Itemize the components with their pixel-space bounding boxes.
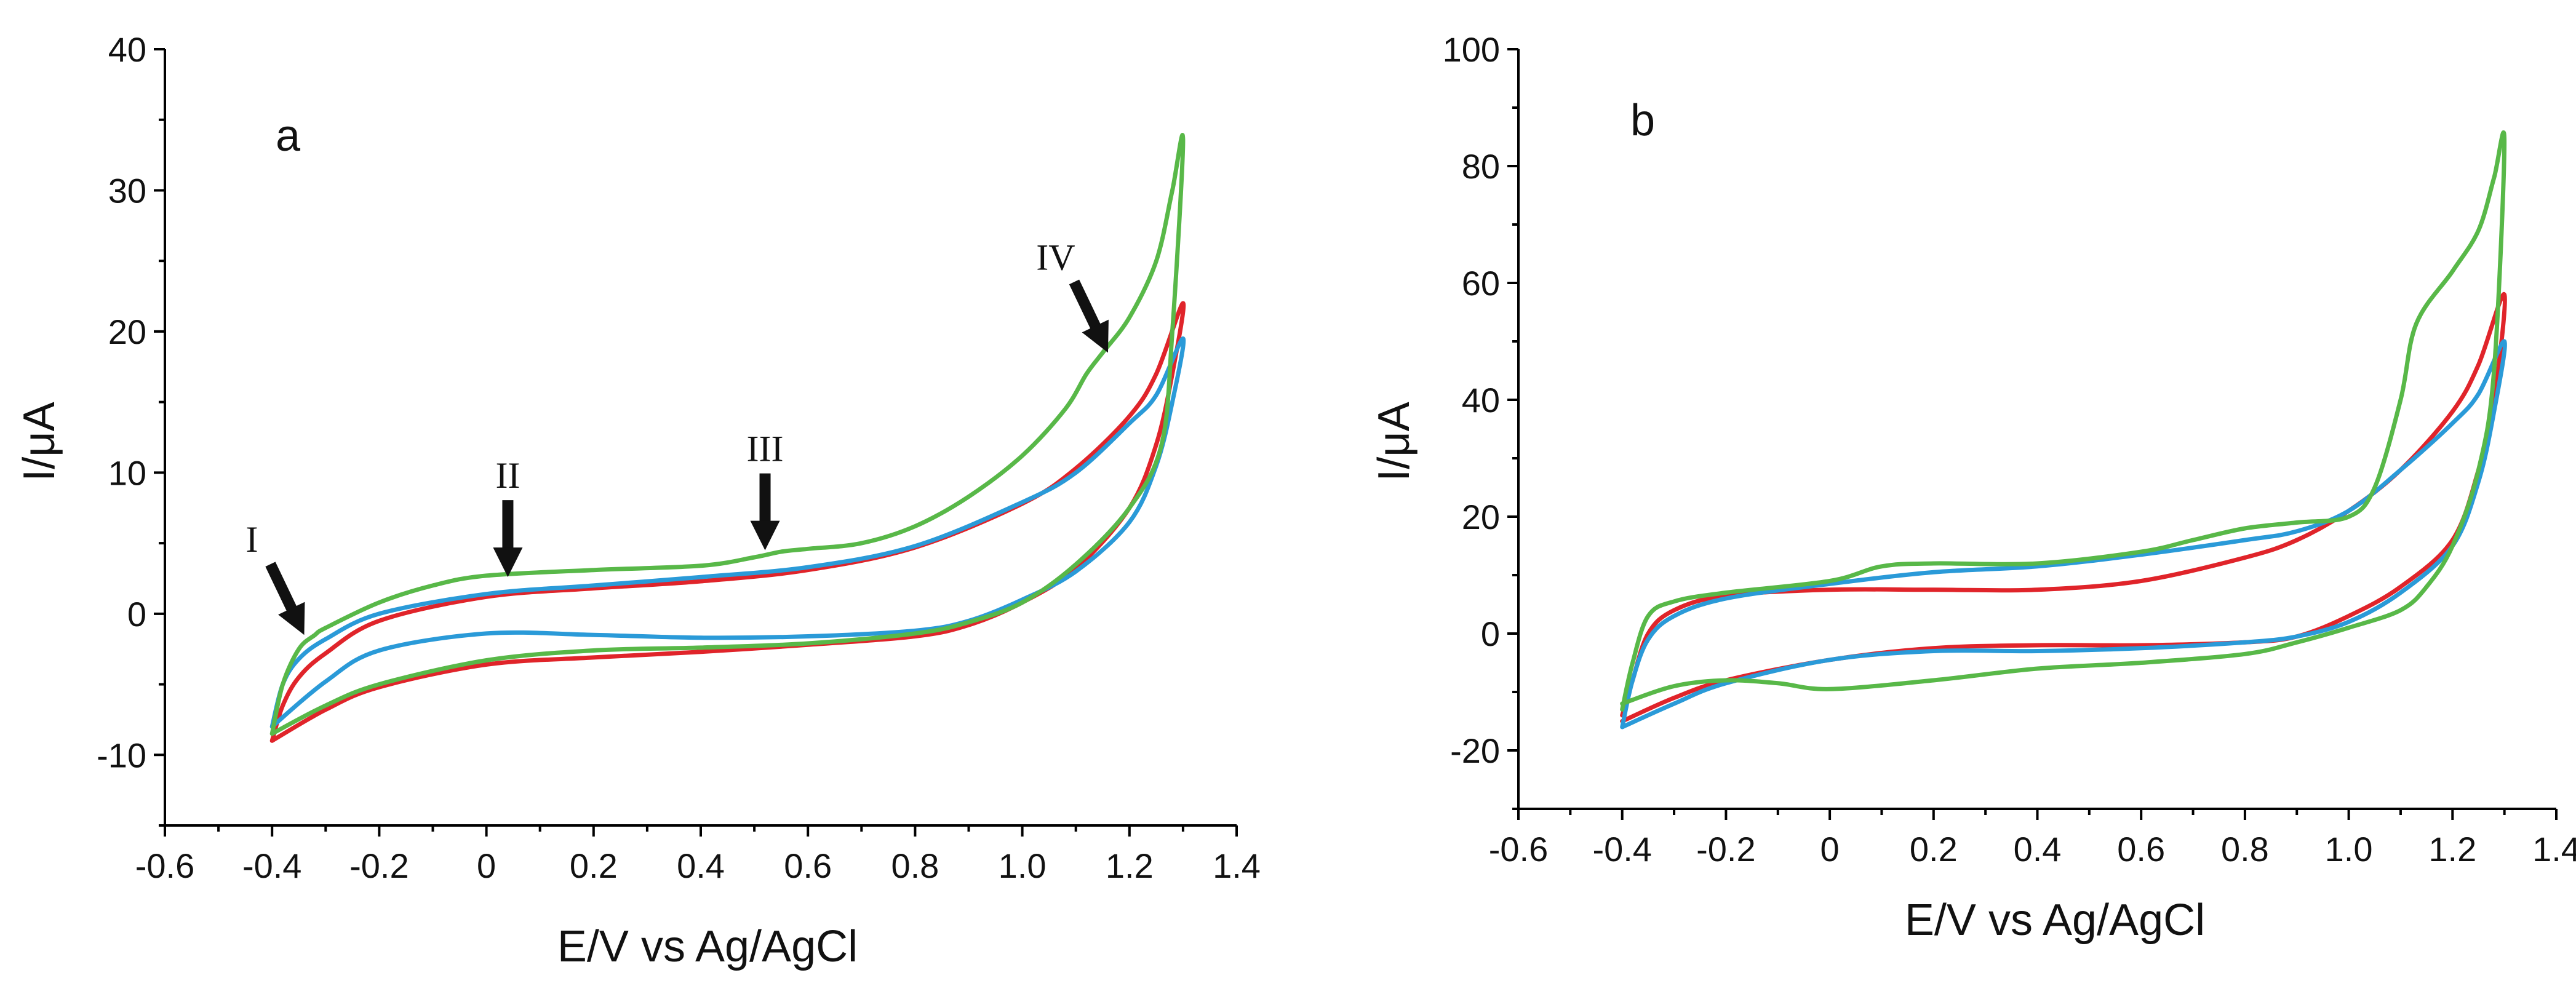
x-tick-label: -0.4	[242, 846, 302, 885]
annotation-arrow-shaft	[265, 562, 298, 613]
annotation-arrow-head	[278, 602, 305, 635]
series-blue-line	[1620, 339, 2507, 730]
chart-panel-a: a I/μA E/V vs Ag/AgCl -10 0 10 20 30 40 -0.6 -0…	[15, 30, 1261, 971]
x-tick-label: -0.6	[1489, 830, 1549, 869]
panel-label: a	[276, 111, 301, 161]
x-tick-label: 1.0	[999, 846, 1047, 885]
x-tick-label: 0.4	[677, 846, 725, 885]
y-tick-label: 40	[108, 30, 146, 69]
y-tick-label: -10	[97, 736, 146, 774]
annotation-arrow-head	[493, 547, 523, 578]
y-axis-label: I/μA	[1370, 402, 1419, 482]
x-tick-label: 1.2	[2428, 830, 2476, 869]
x-tick-label: 0	[477, 846, 496, 885]
annotation-label: III	[747, 429, 784, 469]
annotation-arrow-head	[750, 520, 780, 551]
x-tick-label: 1.2	[1106, 846, 1154, 885]
y-tick-label: 40	[1462, 381, 1500, 419]
series-red-line	[269, 301, 1186, 743]
annotation-arrow-shaft	[1069, 279, 1101, 330]
x-tick-label: 0.8	[891, 846, 939, 885]
annotation-arrow-head	[1082, 319, 1109, 353]
y-tick-label: 30	[108, 171, 146, 210]
y-tick-label: 80	[1462, 147, 1500, 186]
x-tick-label: 0.6	[2117, 830, 2165, 869]
x-tick-label: 0	[1820, 830, 1840, 869]
y-tick-label: 0	[127, 595, 146, 634]
y-tick-label: 0	[1481, 614, 1500, 653]
series-green-line	[269, 133, 1186, 736]
y-tick-label: 10	[108, 453, 146, 492]
series-green-line	[1620, 130, 2507, 712]
y-tick-label: 60	[1462, 264, 1500, 303]
annotation-label: I	[245, 519, 258, 560]
x-tick-label: 0.2	[1910, 830, 1958, 869]
annotation-label: II	[495, 455, 520, 496]
y-tick-label: -20	[1450, 731, 1500, 770]
annotation-label: IV	[1036, 237, 1075, 277]
y-tick-label: 100	[1443, 30, 1500, 69]
x-tick-label: 1.4	[2532, 830, 2576, 869]
chart-panel-b: b I/μA E/V vs Ag/AgCl -20 0 20 40 60 80 100 -0.…	[1370, 30, 2576, 945]
x-tick-label: 0.4	[2014, 830, 2062, 869]
x-tick-label: -0.4	[1592, 830, 1652, 869]
series-blue-line	[269, 336, 1186, 729]
x-tick-label: 0.6	[784, 846, 832, 885]
y-axis-label: I/μA	[15, 402, 64, 482]
x-tick-label: -0.2	[349, 846, 409, 885]
x-tick-label: -0.6	[135, 846, 195, 885]
x-axis-label: E/V vs Ag/AgCl	[1905, 896, 2205, 945]
x-tick-label: 1.4	[1213, 846, 1261, 885]
x-tick-label: 1.0	[2325, 830, 2373, 869]
x-tick-label: -0.2	[1696, 830, 1756, 869]
y-tick-label: 20	[1462, 498, 1500, 536]
series-red-line	[1620, 292, 2507, 723]
x-tick-label: 0.2	[570, 846, 618, 885]
x-axis-label: E/V vs Ag/AgCl	[557, 922, 858, 971]
x-tick-label: 0.8	[2221, 830, 2269, 869]
y-tick-label: 20	[108, 312, 146, 351]
panel-label: b	[1630, 96, 1655, 145]
